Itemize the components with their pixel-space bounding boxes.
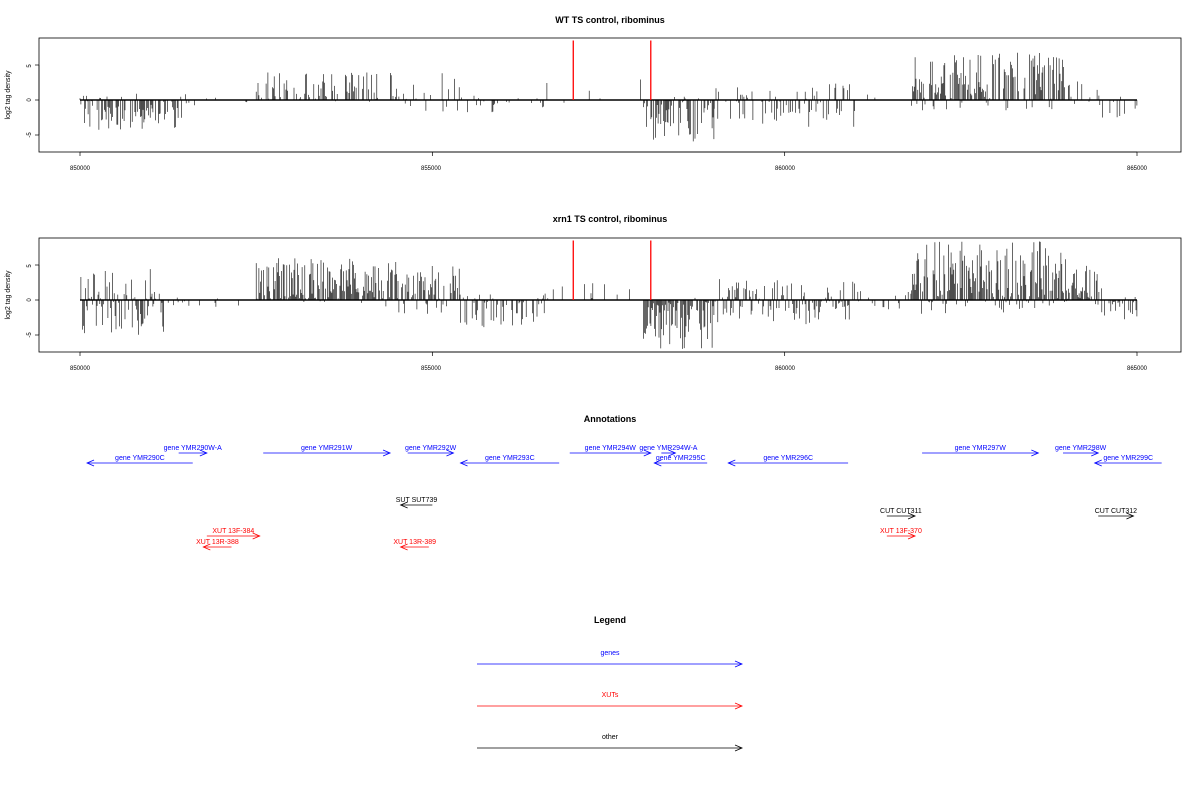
annotation-arrow-head [202,543,211,551]
wt-density-bars [35,40,1138,156]
annotation-label: gene YMR291W [301,445,353,452]
legend-entries: genes XUTs other [477,650,744,752]
xrn1-plot-frame [38,237,1182,353]
annotation-arrow-head [643,449,652,457]
annotation-label: CUT CUT312 [1095,508,1137,515]
xrn1-x-tick-label: 865000 [1127,366,1148,372]
xrn1-density-bars [35,240,1138,356]
annotation-arrow-head [399,543,408,551]
xrn1-x-tick-label: 860000 [775,366,796,372]
annotation-arrow-head [382,449,392,457]
xrn1-track-title: xrn1 TS control, ribominus [553,214,668,224]
legend-label: XUTs [602,692,619,699]
annotation-label: gene YMR290C [115,455,165,462]
annotation-arrow-head [1093,459,1102,467]
xrn1-track-panel: xrn1 TS control, ribominus log2 tag dens… [5,214,1182,372]
wt-x-tick-label: 860000 [775,166,796,172]
annotation-arrow-head [653,459,662,467]
annotation-label: gene YMR290W-A [164,445,222,452]
xrn1-x-tick-label: 855000 [421,366,442,372]
annotation-label: gene YMR297W [955,445,1007,452]
legend-arrow-head [734,702,744,710]
annotation-label: gene YMR294W [585,445,637,452]
wt-y-tick-label: 5 [27,64,33,68]
annotation-label: gene YMR294W-A [639,445,697,452]
legend-label: genes [600,650,620,657]
annotation-label: gene YMR296C [763,455,813,462]
legend-arrow-head [734,744,744,752]
wt-plot-frame [38,37,1182,153]
annotation-label: gene YMR295C [656,455,706,462]
wt-x-tick-label: 855000 [421,166,442,172]
annotation-arrow-head [86,459,95,467]
annotation-label: XUT 13R-389 [393,539,436,546]
wt-track-title: WT TS control, ribominus [555,15,665,25]
annotation-arrow-head [199,449,208,457]
annotation-label: gene YMR292W [405,445,457,452]
xrn1-y-tick-label: 5 [27,264,33,268]
wt-y-tick-label: -5 [27,132,33,138]
wt-y-axis-label: log2 tag density [5,70,12,120]
annotation-label: XUT 13F-370 [880,528,922,535]
xrn1-y-tick-label: 0 [27,298,33,302]
annotation-arrow-head [399,501,408,509]
annotation-arrow-head [668,449,677,457]
annotation-features: gene YMR290W-A gene YMR290C gene YMR291W ge… [86,445,1162,551]
wt-track-panel: WT TS control, ribominus log2 tag densit… [5,15,1182,172]
annotation-label: XUT 13R-388 [196,539,239,546]
annotation-arrow-head [907,532,917,540]
wt-x-tick-label: 865000 [1127,166,1148,172]
annotation-label: XUT 13F-384 [212,528,254,535]
annotation-label: gene YMR293C [485,455,535,462]
annotation-label: gene YMR299C [1103,455,1153,462]
annotation-arrow-head [1126,512,1135,520]
annotation-label: CUT CUT311 [880,508,922,515]
legend: Legend genes XUTs other [477,615,744,752]
annotation-label: SUT SUT739 [396,497,438,504]
annotation-arrow-head [446,449,455,457]
annotation-arrow-head [727,459,736,467]
annotation-arrow-head [459,459,468,467]
annotation-arrow-head [252,532,261,540]
legend-arrow-head [734,660,744,668]
annotation-arrow-head [1091,449,1100,457]
legend-title: Legend [594,615,626,625]
annotation-arrow-head [907,512,917,520]
annotation-label: gene YMR298W [1055,445,1107,452]
xrn1-y-tick-label: -5 [27,332,33,338]
annotation-arrow-head [1031,449,1040,457]
wt-x-tick-label: 850000 [70,166,91,172]
legend-label: other [602,734,619,741]
xrn1-x-tick-label: 850000 [70,366,91,372]
annotations-title: Annotations [584,414,637,424]
xrn1-y-axis-label: log2 tag density [5,270,12,320]
wt-y-tick-label: 0 [27,98,33,102]
